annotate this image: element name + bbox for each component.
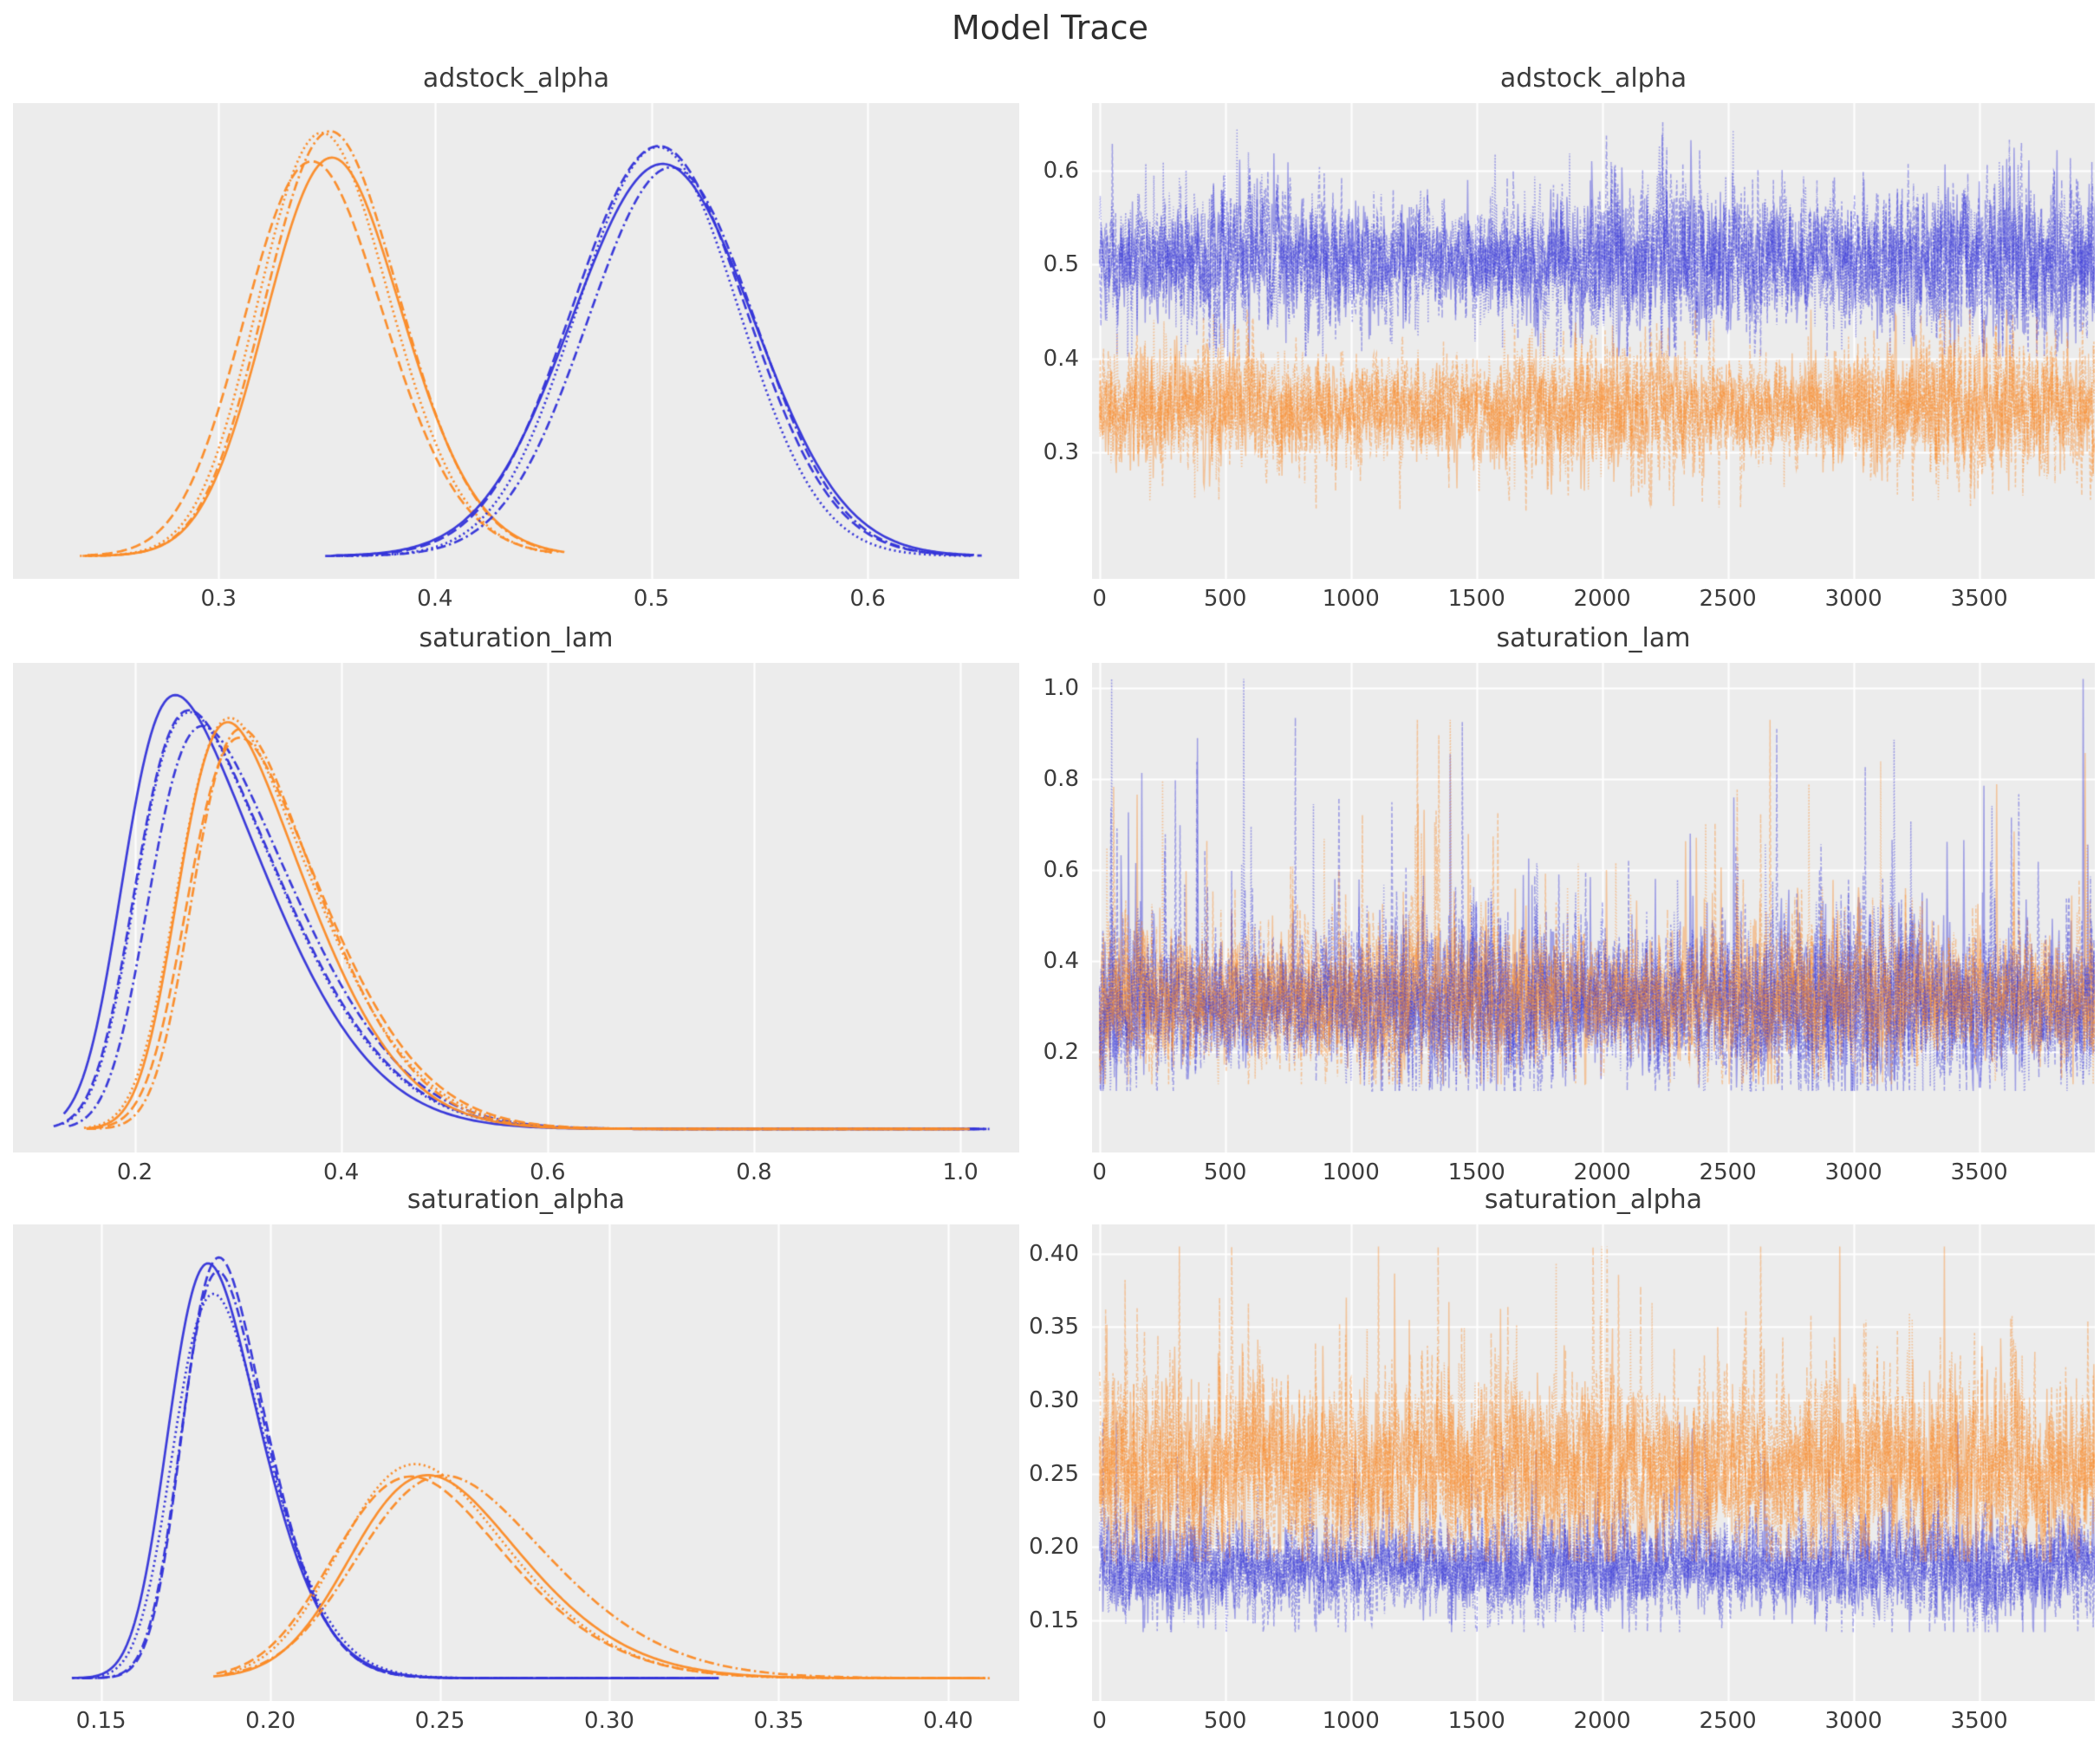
x-tick-label: 0.3 bbox=[200, 586, 237, 612]
x-tick-label: 0.35 bbox=[753, 1708, 804, 1734]
y-tick-label: 0.30 bbox=[1029, 1387, 1079, 1414]
x-tick-label: 3000 bbox=[1824, 1159, 1882, 1185]
y-tick-label: 1.0 bbox=[1043, 674, 1079, 701]
y-tick-label: 0.2 bbox=[1043, 1039, 1079, 1066]
x-tick-label: 0 bbox=[1092, 1159, 1107, 1185]
y-tick-label: 0.15 bbox=[1029, 1607, 1079, 1633]
x-tick-label: 1.0 bbox=[942, 1159, 978, 1185]
x-tick-label: 2000 bbox=[1573, 1159, 1631, 1185]
y-tick-label: 0.6 bbox=[1043, 157, 1079, 184]
x-tick-label: 500 bbox=[1203, 586, 1247, 612]
y-tick-label: 0.4 bbox=[1043, 948, 1079, 975]
x-tick-label: 2000 bbox=[1573, 1708, 1631, 1734]
x-tick-label: 0 bbox=[1092, 1708, 1107, 1734]
x-tick-label: 0.8 bbox=[736, 1159, 772, 1185]
x-tick-label: 0.40 bbox=[922, 1708, 973, 1734]
x-tick-label: 0.6 bbox=[530, 1159, 566, 1185]
x-tick-label: 0.4 bbox=[322, 1159, 360, 1185]
trace-canvas-saturation-alpha bbox=[1092, 1224, 2095, 1701]
x-tick-label: 500 bbox=[1203, 1159, 1247, 1185]
y-tick-label: 0.20 bbox=[1029, 1534, 1079, 1561]
x-tick-label: 0.2 bbox=[116, 1159, 153, 1185]
subplot-title: adstock_alpha bbox=[422, 63, 610, 94]
y-tick-label: 0.40 bbox=[1029, 1240, 1079, 1267]
trace-canvas-adstock-alpha bbox=[1092, 103, 2095, 579]
x-tick-label: 0.30 bbox=[584, 1708, 634, 1734]
subplot-kde-saturation-alpha: saturation_alpha 0.15 0.20 0.25 0.30 0.35 0.4… bbox=[13, 1185, 1019, 1732]
x-tick-label: 2500 bbox=[1699, 1159, 1757, 1185]
x-tick-label: 2500 bbox=[1699, 586, 1757, 612]
subplot-trace-saturation-alpha: saturation_alpha 0 500 1000 1500 2000 2500 300… bbox=[1029, 1185, 2095, 1732]
x-tick-label: 0.5 bbox=[633, 586, 670, 612]
x-tick-label: 3500 bbox=[1950, 586, 2008, 612]
kde-canvas-adstock-alpha bbox=[13, 103, 1019, 579]
subplot-title: adstock_alpha bbox=[1499, 63, 1687, 94]
x-tick-label: 3000 bbox=[1824, 1708, 1882, 1734]
x-tick-label: 0.15 bbox=[75, 1708, 127, 1734]
y-tick-label: 0.5 bbox=[1043, 251, 1079, 278]
x-tick-label: 0.25 bbox=[414, 1708, 465, 1734]
x-tick-label: 0 bbox=[1092, 586, 1107, 612]
x-tick-label: 500 bbox=[1203, 1708, 1247, 1734]
y-tick-label: 0.25 bbox=[1029, 1460, 1079, 1487]
x-tick-label: 3500 bbox=[1950, 1159, 2008, 1185]
x-tick-label: 2500 bbox=[1699, 1708, 1757, 1734]
subplot-title: saturation_alpha bbox=[1484, 1185, 1703, 1215]
x-tick-label: 1000 bbox=[1322, 1708, 1380, 1734]
x-tick-label: 0.6 bbox=[849, 586, 886, 612]
trace-canvas-saturation-lam bbox=[1092, 663, 2095, 1152]
y-tick-label: 0.3 bbox=[1043, 438, 1079, 465]
kde-canvas-saturation-alpha bbox=[13, 1224, 1019, 1701]
subplot-trace-saturation-lam: saturation_lam 0 500 1000 1500 2000 2500 3000 3… bbox=[1043, 623, 2095, 1184]
x-tick-label: 3500 bbox=[1950, 1708, 2008, 1734]
subplot-kde-saturation-lam: saturation_lam 0.2 0.4 0.6 0.8 1.0 bbox=[13, 623, 1019, 1184]
y-tick-label: 0.4 bbox=[1043, 345, 1079, 372]
x-tick-label: 0.20 bbox=[245, 1708, 296, 1734]
subplot-title: saturation_lam bbox=[419, 623, 614, 653]
subplot-kde-adstock-alpha: adstock_alpha 0.3 0.4 0.5 0.6 bbox=[13, 63, 1019, 610]
x-tick-label: 1000 bbox=[1322, 1159, 1380, 1185]
x-tick-label: 1000 bbox=[1322, 586, 1380, 612]
x-tick-label: 1500 bbox=[1447, 1708, 1505, 1734]
x-tick-label: 2000 bbox=[1573, 586, 1631, 612]
x-tick-label: 1500 bbox=[1447, 586, 1505, 612]
subplot-title: saturation_lam bbox=[1496, 623, 1691, 653]
subplot-title: saturation_alpha bbox=[406, 1185, 626, 1215]
y-tick-label: 0.35 bbox=[1029, 1314, 1079, 1341]
y-tick-label: 0.8 bbox=[1043, 766, 1079, 793]
x-tick-label: 3000 bbox=[1824, 586, 1882, 612]
kde-canvas-saturation-lam bbox=[13, 663, 1019, 1152]
y-tick-label: 0.6 bbox=[1043, 857, 1079, 884]
subplot-trace-adstock-alpha: adstock_alpha 0 500 1000 1500 2000 2500 3000 35… bbox=[1043, 63, 2095, 610]
figure-title: Model Trace bbox=[952, 9, 1148, 47]
x-tick-label: 1500 bbox=[1447, 1159, 1505, 1185]
x-tick-label: 0.4 bbox=[417, 586, 453, 612]
